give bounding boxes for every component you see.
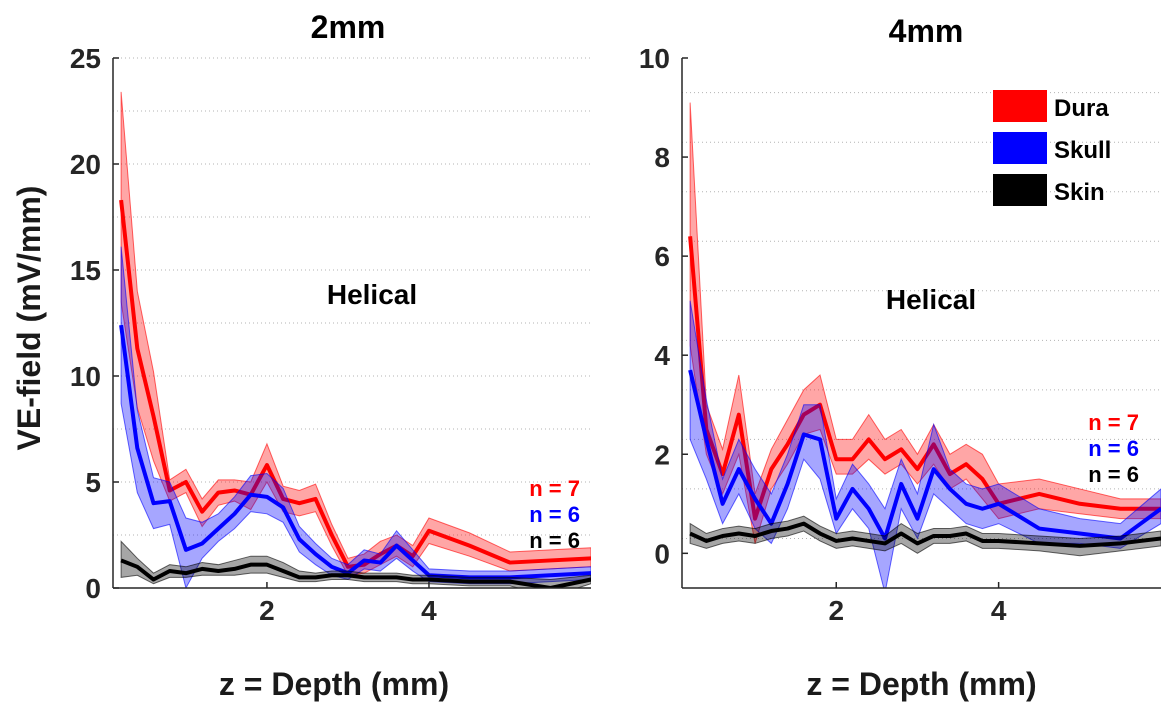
x-axis-label: z = Depth (mm) [219, 666, 449, 702]
y-tick-label: 10 [639, 43, 670, 74]
plot-area [119, 91, 591, 588]
skull-mean-line [688, 369, 1161, 541]
skull-error-band [120, 246, 591, 588]
y-tick-label: 25 [70, 43, 101, 74]
y-tick-label: 10 [70, 361, 101, 392]
y-tick-label: 6 [654, 241, 670, 272]
dura-n-label: n = 7 [529, 476, 580, 501]
annotation-helical: Helical [886, 284, 976, 315]
skin-n-label: n = 6 [1088, 462, 1139, 487]
dura-mean-line [688, 236, 1161, 521]
skin-mean-line [689, 521, 1161, 548]
dura-error-band [120, 91, 591, 576]
skull-n-label: n = 6 [529, 502, 580, 527]
chart-title: 4mm [889, 13, 964, 49]
skin-legend-label: Skin [1054, 179, 1105, 206]
y-tick-label: 0 [654, 538, 670, 569]
plot-area [688, 102, 1161, 588]
y-tick-label: 4 [654, 340, 670, 371]
y-tick-label: 15 [70, 255, 101, 286]
gridlines [113, 57, 591, 589]
dura-mean-line [119, 199, 591, 569]
y-tick-label: 8 [654, 142, 670, 173]
chart-panel-2mm: 0 5 10 15 20 25 2 4 2mm z = Depth (mm) Helical n = … [70, 9, 591, 702]
x-tick-label: 4 [991, 595, 1007, 626]
dura-n-label: n = 7 [1088, 410, 1139, 435]
skin-legend-swatch [993, 174, 1047, 206]
y-tick-label: 0 [85, 573, 101, 604]
annotation-helical: Helical [327, 279, 417, 310]
skull-legend-swatch [993, 132, 1047, 164]
x-tick-label: 4 [421, 595, 437, 626]
skin-error-band [120, 540, 591, 588]
shared-y-axis-label: VE-field (mV/mm) [11, 186, 47, 451]
y-tick-label: 20 [70, 149, 101, 180]
x-tick-label: 2 [259, 595, 275, 626]
y-tick-label: 5 [85, 467, 101, 498]
skin-n-label: n = 6 [529, 528, 580, 553]
skull-error-band [689, 300, 1161, 588]
chart-title: 2mm [311, 9, 386, 45]
skin-mean-line [120, 558, 591, 588]
dura-legend-swatch [993, 90, 1047, 122]
skull-legend-label: Skull [1054, 137, 1111, 164]
dura-legend-label: Dura [1054, 95, 1109, 122]
x-tick-label: 2 [828, 595, 844, 626]
legend: Dura Skull Skin [993, 90, 1111, 206]
y-tick-label: 2 [654, 439, 670, 470]
skull-n-label: n = 6 [1088, 436, 1139, 461]
x-axis-label: z = Depth (mm) [806, 666, 1036, 702]
